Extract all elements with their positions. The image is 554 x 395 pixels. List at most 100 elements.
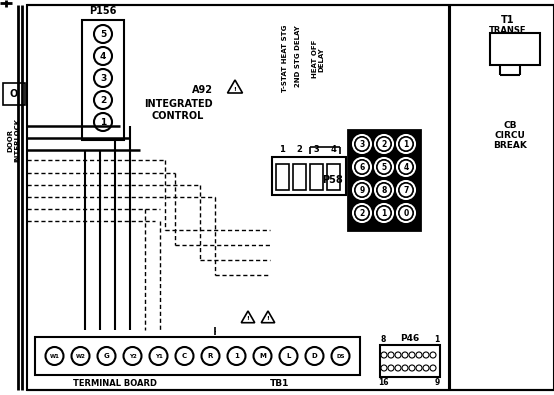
Text: 9: 9 — [360, 186, 365, 194]
Circle shape — [397, 135, 415, 153]
Bar — [293, 164, 306, 190]
Text: TB1: TB1 — [270, 379, 290, 388]
Text: 4: 4 — [403, 162, 409, 171]
Text: Y1: Y1 — [155, 354, 162, 359]
Text: !: ! — [247, 316, 249, 322]
Circle shape — [399, 160, 413, 174]
Text: P58: P58 — [322, 175, 343, 185]
Circle shape — [355, 160, 369, 174]
Text: BREAK: BREAK — [493, 141, 527, 149]
Text: 0: 0 — [403, 209, 409, 218]
Bar — [27, 5, 449, 390]
Circle shape — [94, 25, 112, 43]
Text: A92: A92 — [192, 85, 213, 95]
Text: L: L — [286, 353, 291, 359]
Text: R: R — [208, 353, 213, 359]
Circle shape — [397, 181, 415, 199]
Circle shape — [176, 347, 193, 365]
Circle shape — [381, 365, 387, 371]
Circle shape — [423, 352, 429, 358]
Circle shape — [375, 135, 393, 153]
Text: P46: P46 — [401, 334, 419, 343]
Text: INTEGRATED
CONTROL: INTEGRATED CONTROL — [143, 99, 212, 121]
Circle shape — [71, 347, 90, 365]
Circle shape — [430, 352, 436, 358]
Circle shape — [395, 352, 401, 358]
Text: TERMINAL BOARD: TERMINAL BOARD — [73, 379, 157, 388]
Bar — [276, 164, 289, 190]
Circle shape — [45, 347, 64, 365]
Text: 3: 3 — [313, 145, 319, 154]
Circle shape — [254, 347, 271, 365]
Text: HEAT OFF
DELAY: HEAT OFF DELAY — [311, 40, 325, 78]
Circle shape — [377, 183, 391, 197]
Text: 4: 4 — [100, 51, 106, 60]
Text: 3: 3 — [360, 139, 365, 149]
Bar — [35, 337, 360, 375]
Text: DOOR
INTERLOCK: DOOR INTERLOCK — [8, 118, 20, 162]
Circle shape — [331, 347, 350, 365]
Text: 5: 5 — [382, 162, 387, 171]
Circle shape — [377, 137, 391, 151]
Circle shape — [388, 352, 394, 358]
Circle shape — [353, 181, 371, 199]
Text: G: G — [104, 353, 109, 359]
Bar — [490, 33, 540, 65]
Bar — [310, 164, 323, 190]
Text: W2: W2 — [75, 354, 85, 359]
Text: !: ! — [234, 87, 237, 92]
Text: 6: 6 — [360, 162, 365, 171]
Bar — [82, 20, 124, 140]
Text: 4: 4 — [330, 145, 336, 154]
Text: 2: 2 — [381, 139, 387, 149]
Circle shape — [381, 352, 387, 358]
Text: 1: 1 — [234, 353, 239, 359]
Circle shape — [416, 352, 422, 358]
Text: O: O — [10, 89, 18, 99]
Text: DS: DS — [336, 354, 345, 359]
Circle shape — [124, 347, 141, 365]
Text: 5: 5 — [100, 30, 106, 38]
Bar — [348, 130, 420, 230]
Circle shape — [397, 204, 415, 222]
Circle shape — [409, 352, 415, 358]
Circle shape — [353, 204, 371, 222]
Text: 2: 2 — [360, 209, 365, 218]
Circle shape — [150, 347, 167, 365]
Circle shape — [375, 158, 393, 176]
Text: 16: 16 — [378, 378, 388, 387]
Text: TRANSF: TRANSF — [489, 26, 527, 34]
Circle shape — [375, 204, 393, 222]
Circle shape — [423, 365, 429, 371]
Text: T-STAT HEAT STG: T-STAT HEAT STG — [282, 25, 288, 92]
Text: 2ND STG DELAY: 2ND STG DELAY — [295, 25, 301, 87]
Text: 8: 8 — [381, 186, 387, 194]
Text: D: D — [312, 353, 317, 359]
Circle shape — [202, 347, 219, 365]
Circle shape — [355, 183, 369, 197]
Circle shape — [280, 347, 297, 365]
Circle shape — [402, 365, 408, 371]
Bar — [380, 345, 440, 377]
Text: 9: 9 — [434, 378, 440, 387]
Text: 2: 2 — [296, 145, 302, 154]
Circle shape — [353, 158, 371, 176]
Text: 3: 3 — [100, 73, 106, 83]
Text: M: M — [259, 353, 266, 359]
Text: C: C — [182, 353, 187, 359]
Circle shape — [397, 158, 415, 176]
Circle shape — [409, 365, 415, 371]
Text: CB: CB — [503, 120, 517, 130]
Circle shape — [399, 183, 413, 197]
Text: T1: T1 — [501, 15, 515, 25]
Text: W1: W1 — [49, 354, 59, 359]
Text: 7: 7 — [403, 186, 409, 194]
Circle shape — [355, 137, 369, 151]
Circle shape — [98, 347, 115, 365]
Text: 1: 1 — [381, 209, 387, 218]
Circle shape — [355, 206, 369, 220]
Text: !: ! — [266, 316, 269, 322]
Circle shape — [353, 135, 371, 153]
Bar — [272, 157, 346, 195]
Circle shape — [416, 365, 422, 371]
